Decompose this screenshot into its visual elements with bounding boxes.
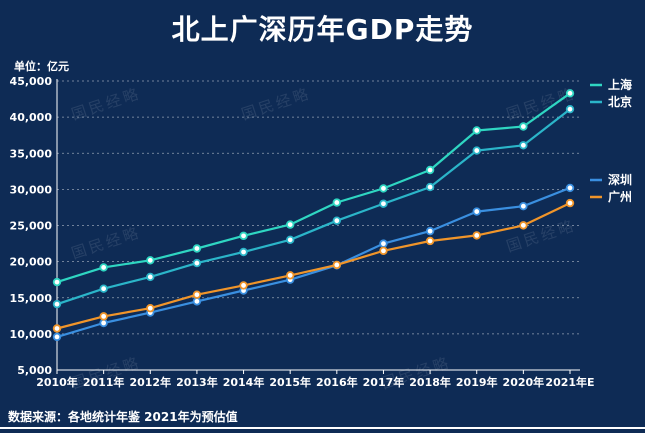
source-note: 数据来源：各地统计年鉴 2021年为预估值: [8, 410, 238, 424]
series-line: [56, 92, 571, 284]
data-point: [192, 244, 202, 253]
legend-label: 上海: [608, 77, 632, 92]
data-point: [285, 271, 295, 280]
x-tick-label: 2012年: [129, 375, 171, 389]
y-tick-label: 30,000: [10, 183, 53, 196]
data-point: [52, 332, 62, 342]
data-point: [519, 122, 528, 131]
data-point: [52, 324, 62, 333]
data-point: [519, 141, 528, 150]
series-line: [56, 108, 571, 306]
data-point: [519, 221, 528, 230]
series-line: [56, 202, 571, 330]
data-point: [99, 312, 108, 321]
data-point: [379, 199, 388, 208]
data-point: [379, 246, 388, 255]
x-tick-label: 2010年: [36, 375, 78, 389]
x-tick-label: 2013年: [176, 375, 218, 389]
x-tick-label: 2017年: [363, 375, 405, 389]
data-point: [472, 126, 481, 135]
data-point: [99, 318, 108, 328]
x-tick-label: 2019年: [456, 375, 498, 389]
data-point: [332, 198, 342, 207]
data-point: [52, 299, 62, 309]
series-line: [56, 186, 571, 338]
data-point: [565, 183, 575, 193]
data-point: [332, 216, 342, 225]
data-point: [379, 184, 388, 193]
data-point: [285, 235, 295, 245]
data-point: [519, 202, 528, 211]
y-tick-label: 10,000: [10, 328, 53, 341]
y-tick-label: 40,000: [10, 111, 53, 124]
data-point: [379, 239, 388, 248]
data-point: [239, 247, 248, 257]
x-tick-label: 2011年: [83, 375, 125, 389]
data-point: [425, 236, 435, 246]
data-point: [146, 304, 155, 313]
x-tick-label: 2015年: [269, 375, 311, 389]
data-point: [146, 256, 155, 265]
x-tick-label: 2016年: [316, 375, 358, 389]
data-point: [472, 146, 481, 155]
y-tick-label: 45,000: [10, 75, 53, 88]
legend-label: 深圳: [608, 172, 632, 187]
y-tick-label: 20,000: [10, 256, 53, 269]
data-point: [52, 277, 62, 287]
x-tick-label: 2014年: [223, 375, 265, 389]
data-point: [472, 231, 481, 240]
data-point: [192, 290, 202, 299]
chart-title: 北上广深历年GDP走势: [171, 13, 474, 46]
data-point: [192, 297, 202, 306]
data-point: [565, 104, 575, 114]
bottom-divider: [0, 427, 645, 429]
legend-label: 北京: [608, 94, 632, 109]
data-point: [332, 260, 342, 270]
data-point: [425, 182, 435, 192]
x-tick-label: 2021年E: [545, 375, 594, 389]
data-point: [565, 198, 575, 208]
y-tick-label: 35,000: [10, 147, 53, 160]
data-point: [472, 207, 481, 216]
data-point: [425, 226, 435, 236]
data-point: [192, 258, 202, 268]
data-point: [99, 263, 108, 272]
data-point: [239, 281, 248, 290]
legend-label: 广州: [608, 189, 632, 204]
y-tick-label: 15,000: [10, 292, 53, 305]
x-tick-label: 2020年: [503, 375, 545, 389]
y-tick-label: 25,000: [10, 220, 53, 233]
data-point: [99, 284, 108, 293]
data-point: [285, 220, 295, 229]
data-point: [425, 165, 435, 175]
data-point: [565, 89, 575, 98]
data-point: [239, 231, 248, 241]
data-point: [146, 272, 155, 282]
y-unit-label: 单位：亿元: [14, 60, 69, 73]
x-tick-label: 2018年: [409, 375, 451, 389]
y-tick-label: 5,000: [17, 364, 52, 377]
